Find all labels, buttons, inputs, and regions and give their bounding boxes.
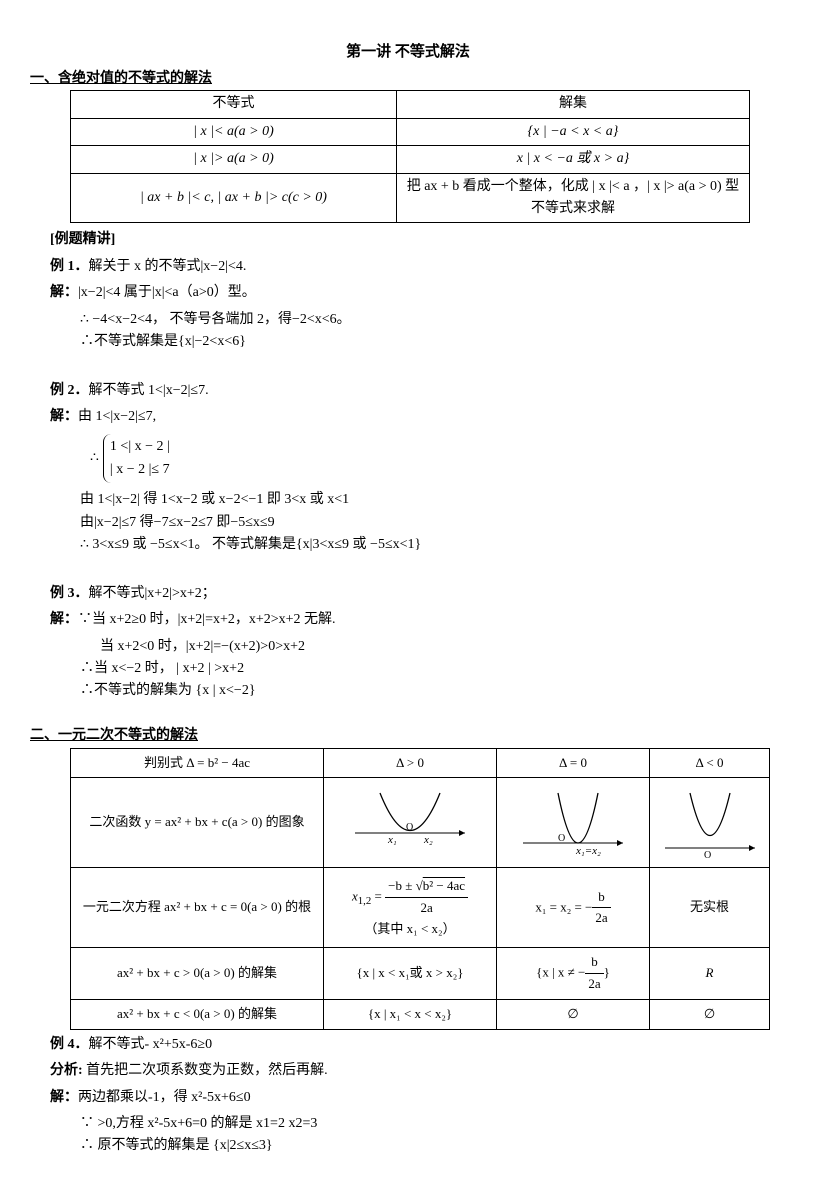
r3c1: | ax + b |< c, | ax + b |> c(c > 0) [71,173,397,223]
t2r2c1: x1,2 = −b ± √b² − 4ac 2a （其中 x₁ < x₂） [324,868,497,948]
sol-label2: 解： [50,409,78,424]
ex1-l1: |x−2|<4 属于|x|<a（a>0）型。 [78,285,256,300]
ex3-l3: ∴当 x<−2 时， | x+2 | >x+2 [80,658,786,680]
graph-no-root: O [650,778,770,868]
ex4-l3: ∴ 原不等式的解集是 {x|2≤x≤3} [80,1135,786,1157]
t2h3: Δ < 0 [650,748,770,778]
ex3-l1: ∵当 x+2≥0 时，|x+2|=x+2，x+2>x+2 无解. [78,612,336,627]
ex4-q: 解不等式- x²+5x-6≥0 [89,1037,213,1052]
sys1: 1 <| x − 2 | [110,436,170,458]
ex2: 例 2．解不等式 1<|x−2|≤7. [50,380,786,402]
ex2-q: 解不等式 1<|x−2|≤7. [89,383,209,398]
t2h0: 判别式 Δ = b² − 4ac [71,748,324,778]
svg-text:x₂: x₂ [423,834,433,846]
section1-head: 一、含绝对值的不等式的解法 [30,68,786,90]
svg-text:O: O [558,833,565,844]
svg-text:x₁=x₂: x₁=x₂ [575,845,601,857]
t2r3c3: R [650,948,770,1000]
r1c2: {x | −a < x < a} [396,118,749,145]
svg-text:x₁: x₁ [387,834,397,846]
t2r2c1-note: （其中 x₁ < x₂） [330,919,490,940]
ex2-label: 例 2． [50,383,89,398]
ex3-l2: 当 x+2<0 时，|x+2|=−(x+2)>0>x+2 [100,636,786,658]
examples-head: [例题精讲] [50,229,786,251]
analysis-label: 分析: [50,1063,83,1078]
r3c2: 把 ax + b 看成一个整体，化成 | x |< a ，| x |> a(a … [396,173,749,223]
ex2-l3: 由|x−2|≤7 得−7≤x−2≤7 即−5≤x≤9 [80,512,786,534]
ex4-label: 例 4． [50,1037,89,1052]
ex3-l4: ∴不等式的解集为 {x | x<−2} [80,680,786,702]
ex1-label: 例 1． [50,259,89,274]
ex2-l4: ∴ 3<x≤9 或 −5≤x<1。 不等式解集是{x|3<x≤9 或 −5≤x<… [80,534,786,556]
t2r4c1: {x | x₁ < x < x₂} [324,999,497,1029]
t2r4c2: ∅ [497,999,650,1029]
ex3-label: 例 3． [50,586,89,601]
ex1: 例 1．解关于 x 的不等式|x−2|<4. [50,256,786,278]
t2r2c2: x₁ = x₂ = −b2a [497,868,650,948]
ex4-analysis: 分析: 首先把二次项系数变为正数，然后再解. [50,1060,786,1082]
r1c1: | x |< a(a > 0) [71,118,397,145]
ex2-l1: 由 1<|x−2|≤7, [78,409,156,424]
sys2: | x − 2 |≤ 7 [110,459,170,481]
t2r1c0: 二次函数 y = ax² + bx + c(a > 0) 的图象 [71,778,324,868]
t2r4c3: ∅ [650,999,770,1029]
ex4: 例 4．解不等式- x²+5x-6≥0 [50,1034,786,1056]
ex1-l2: ∴ −4<x−2<4， 不等号各端加 2，得−2<x<6。 [80,309,786,331]
graph-one-root: O x₁=x₂ [497,778,650,868]
t2r3c0: ax² + bx + c > 0(a > 0) 的解集 [71,948,324,1000]
t2r2c0: 一元二次方程 ax² + bx + c = 0(a > 0) 的根 [71,868,324,948]
sol-label3: 解： [50,612,78,627]
graph-two-roots: x₁ x₂ O [324,778,497,868]
section2-head: 二、一元二次不等式的解法 [30,725,786,747]
r2c2: x | x < −a 或 x > a} [396,146,749,173]
ex3-q: 解不等式|x+2|>x+2； [89,586,216,601]
abs-value-table: 不等式 解集 | x |< a(a > 0) {x | −a < x < a} … [70,90,750,223]
page-title: 第一讲 不等式解法 [30,40,786,64]
ex4-al: 首先把二次项系数变为正数，然后再解. [83,1063,328,1078]
ex2-sol: 解：由 1<|x−2|≤7, [50,406,786,428]
ex4-sol: 解：两边都乘以-1，得 x²-5x+6≤0 [50,1087,786,1109]
ex3-sol: 解：∵当 x+2≥0 时，|x+2|=x+2，x+2>x+2 无解. [50,609,786,631]
th-solution: 解集 [396,91,749,118]
t2h1: Δ > 0 [324,748,497,778]
r2c1: | x |> a(a > 0) [71,146,397,173]
ex3: 例 3．解不等式|x+2|>x+2； [50,583,786,605]
ex1-q: 解关于 x 的不等式|x−2|<4. [89,259,247,274]
t2r3c2: {x | x ≠ −b2a} [497,948,650,1000]
sol-label: 解： [50,285,78,300]
th-inequality: 不等式 [71,91,397,118]
ex2-l2: 由 1<|x−2| 得 1<x−2 或 x−2<−1 即 3<x 或 x<1 [80,489,786,511]
ex4-l1: 两边都乘以-1，得 x²-5x+6≤0 [78,1090,251,1105]
ex1-l3: ∴不等式解集是{x|−2<x<6} [80,331,786,353]
sol-label4: 解： [50,1090,78,1105]
ex1-sol: 解：|x−2|<4 属于|x|<a（a>0）型。 [50,282,786,304]
ex2-system: ∴ 1 <| x − 2 | | x − 2 |≤ 7 [90,434,786,483]
quadratic-table: 判别式 Δ = b² − 4ac Δ > 0 Δ = 0 Δ < 0 二次函数 … [70,748,770,1030]
ex4-l2: ∵ >0,方程 x²-5x+6=0 的解是 x1=2 x2=3 [80,1113,786,1135]
svg-text:O: O [406,822,413,833]
t2r2c3: 无实根 [650,868,770,948]
t2r3c1: {x | x < x₁或 x > x₂} [324,948,497,1000]
svg-text:O: O [704,850,711,858]
t2h2: Δ = 0 [497,748,650,778]
t2r4c0: ax² + bx + c < 0(a > 0) 的解集 [71,999,324,1029]
